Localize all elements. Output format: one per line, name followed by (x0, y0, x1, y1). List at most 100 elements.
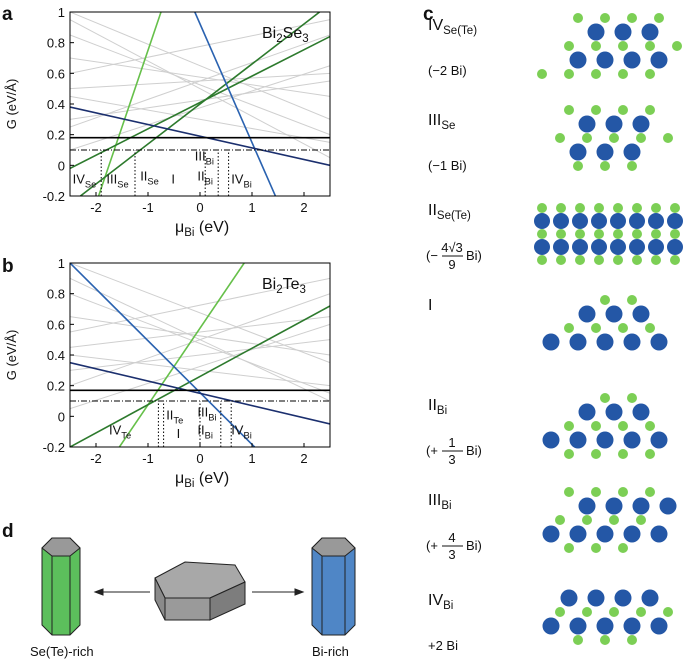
region-label-part: Se (85, 180, 96, 190)
line-series (70, 106, 330, 167)
se-atom (627, 13, 637, 23)
structure-note: (−1 Bi) (428, 158, 467, 173)
se-atom (618, 41, 628, 51)
se-atom (573, 161, 583, 171)
structure-label: IVSe(Te) (428, 17, 477, 37)
region-label: I (171, 172, 175, 187)
y-tick-label: 0 (58, 158, 65, 173)
arrows (93, 588, 305, 596)
line-series (70, 354, 330, 387)
bi-atom (572, 239, 588, 255)
right-label: Bi-rich (312, 644, 349, 659)
bi-atom (578, 305, 596, 323)
region-label: IIIBi (197, 404, 216, 422)
fraction-den: 9 (448, 257, 455, 272)
line-series (97, 12, 162, 196)
bi-atom (596, 525, 614, 543)
chart-title-part: 2 (276, 284, 282, 296)
structure-label: IVBi (428, 592, 453, 612)
region-label-part: IV (231, 423, 244, 438)
y-tick-label: 0 (58, 409, 65, 424)
y-tick-label: -0.2 (43, 189, 65, 204)
se-atom (582, 133, 592, 143)
region-label-part: IV (73, 172, 86, 187)
se-atom (651, 203, 661, 213)
se-atom (636, 133, 646, 143)
structure-label: I (428, 297, 432, 314)
y-axis-label: G (eV/Å) (4, 330, 19, 381)
panel-letter: c (423, 4, 434, 25)
region-label-part: Se (147, 177, 158, 187)
se-atom (613, 255, 623, 265)
y-tick-label: -0.2 (43, 440, 65, 455)
structure-label-part: Se(Te) (437, 210, 471, 222)
bi-atom (553, 239, 569, 255)
region-label-part: Se (117, 180, 128, 190)
se-atom (670, 229, 680, 239)
se-atom (645, 449, 655, 459)
se-atom (573, 635, 583, 645)
region-label: IVTe (109, 423, 131, 441)
x-tick-label: 2 (300, 451, 307, 466)
se-atom (555, 607, 565, 617)
bi-atom (591, 213, 607, 229)
bi-atom (569, 143, 587, 161)
line-series (70, 57, 330, 97)
x-axis-label: μBi (eV) (175, 470, 229, 490)
line-series (70, 34, 330, 136)
bi-atom (542, 525, 560, 543)
y-tick-label: 0.8 (47, 36, 65, 51)
se-atom (645, 105, 655, 115)
bi-atom (659, 497, 677, 515)
bi-atom (623, 617, 641, 635)
region-label-part: Te (121, 431, 131, 441)
bi-atom (650, 51, 668, 69)
line-series (70, 65, 330, 151)
chart-title-part: Te (283, 276, 300, 293)
region-label-part: Bi (208, 412, 216, 422)
structure-label-part: Bi (441, 500, 451, 512)
se-atom (645, 421, 655, 431)
se-atom (618, 487, 628, 497)
structure-label-part: III (428, 112, 441, 129)
se-atom (564, 543, 574, 553)
structure-note: +2 Bi (428, 638, 458, 653)
line-series (194, 12, 277, 196)
se-atom (591, 543, 601, 553)
x-tick-label: -1 (142, 200, 154, 215)
bi-atom (632, 497, 650, 515)
bi-atom (596, 431, 614, 449)
bi-atom (542, 431, 560, 449)
structure-label: IIISe (428, 112, 455, 132)
structure-label-part: IV (428, 17, 443, 34)
se-atom (636, 515, 646, 525)
line-series (70, 339, 330, 371)
se-atom (556, 229, 566, 239)
se-atom (594, 203, 604, 213)
line-series (70, 19, 330, 74)
se-atom (670, 255, 680, 265)
fraction-after: Bi) (466, 248, 482, 263)
bi-atom (650, 333, 668, 351)
panel-letter: a (2, 4, 13, 25)
structure-note: (−2 Bi) (428, 63, 467, 78)
fraction-before: (+ (426, 443, 438, 458)
region-label-part: Bi (205, 431, 213, 441)
se-atom (564, 487, 574, 497)
se-atom (672, 41, 682, 51)
se-atom (582, 515, 592, 525)
structure-label-part: II (428, 202, 437, 219)
bi-atom (623, 431, 641, 449)
x-axis-label-part: (eV) (194, 470, 229, 487)
bi-atom (596, 617, 614, 635)
y-tick-label: 0.4 (47, 348, 65, 363)
se-atom (627, 295, 637, 305)
bi-atom (614, 23, 632, 41)
se-atom (645, 41, 655, 51)
structure-label: IIIBi (428, 492, 452, 512)
se-atom (537, 255, 547, 265)
se-atom (564, 69, 574, 79)
chart-title-part: Bi (262, 276, 276, 293)
y-tick-label: 1 (58, 256, 65, 271)
bi-atom (648, 213, 664, 229)
